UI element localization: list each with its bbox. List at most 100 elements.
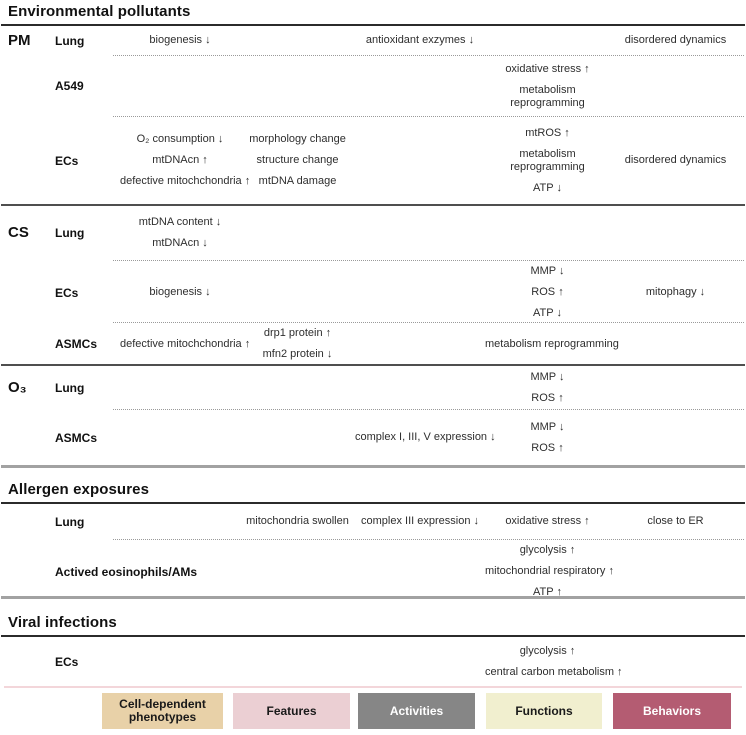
entry-text: ATP ↑ xyxy=(533,586,562,598)
entry-text: complex I, III, V expression ↓ xyxy=(355,431,496,443)
entry-text: close to ER xyxy=(647,515,704,527)
section-end-divider xyxy=(1,596,745,599)
table-row-viral-ecs: ECs glycolysis ↑ central carbon metaboli… xyxy=(0,637,746,686)
functions-cell: glycolysis ↑ mitochondrial respiratory ↑… xyxy=(485,540,614,603)
table-row-allergen-eosinophils: Actived eosinophils/AMs glycolysis ↑ mit… xyxy=(0,540,746,598)
legend-label: Behaviors xyxy=(642,703,702,718)
functions-cell: mtROS ↑ metabolism reprogramming ATP ↓ xyxy=(485,123,610,199)
legend-box-behaviors: Behaviors xyxy=(613,693,731,729)
cell-label: Actived eosinophils/AMs xyxy=(55,564,198,579)
table-row-pm-ecs: ECs O₂ consumption ↓ mtDNAcn ↑ defective… xyxy=(0,117,746,204)
cell-label: ASMCs xyxy=(55,430,98,445)
phenotypes-cell: biogenesis ↓ xyxy=(120,282,240,303)
legend-label: Cell-dependent phenotypes xyxy=(119,697,206,724)
legend-label: Activities xyxy=(389,703,444,718)
entry-text: metabolism reprogramming xyxy=(510,83,585,109)
pollutant-label-cs: CS xyxy=(8,224,29,241)
cell-label: Lung xyxy=(55,226,85,240)
functions-cell: glycolysis ↑ central carbon metabolism ↑ xyxy=(485,641,623,683)
column-legend: Cell-dependent phenotypes Features Activ… xyxy=(0,693,746,729)
entry-text: mtDNA damage xyxy=(258,175,337,187)
entry-text: MMP ↓ xyxy=(530,420,565,433)
entry-text: mitochondrial respiratory ↑ xyxy=(485,565,614,577)
entry-text: ATP ↓ xyxy=(533,181,562,194)
entry-text: disordered dynamics xyxy=(624,34,727,46)
title-divider xyxy=(1,24,745,26)
group-divider xyxy=(1,204,745,206)
entry-text: oxidative stress ↑ xyxy=(505,62,590,75)
functions-cell: oxidative stress ↑ metabolism reprogramm… xyxy=(485,59,610,114)
section-end-divider-pink xyxy=(4,686,742,688)
functions-cell: MMP ↓ ROS ↑ xyxy=(485,367,610,409)
phenotypes-cell: defective mitochchondria ↑ xyxy=(120,334,250,355)
section-title-allergen-exposures: Allergen exposures xyxy=(8,481,150,498)
entry-text: MMP ↓ xyxy=(530,370,565,383)
table-row-cs-ecs: ECs biogenesis ↓ MMP ↓ ROS ↑ ATP ↓ mitop… xyxy=(0,261,746,322)
legend-label: Features xyxy=(266,703,317,718)
cell-label: ECs xyxy=(55,153,79,168)
entry-text: central carbon metabolism ↑ xyxy=(485,665,623,678)
table-row-cs-lung: CS Lung mtDNA content ↓ mtDNAcn ↓ xyxy=(0,206,746,260)
phenotypes-cell: mtDNA content ↓ mtDNAcn ↓ xyxy=(120,212,240,254)
cell-label: Lung xyxy=(55,514,85,529)
cell-label: Lung xyxy=(55,33,85,48)
behaviors-cell: disordered dynamics xyxy=(610,150,741,171)
legend-box-cell-dependent-phenotypes: Cell-dependent phenotypes xyxy=(102,693,223,729)
table-row-o3-asmcs: ASMCs complex I, III, V expression ↓ MMP… xyxy=(0,410,746,465)
cell-label: ECs xyxy=(55,285,79,300)
pollutant-label-o3: O₃ xyxy=(8,378,27,396)
entry-text: ATP ↓ xyxy=(533,307,562,319)
entry-text: ROS ↑ xyxy=(531,441,564,454)
entry-text: biogenesis ↓ xyxy=(149,34,211,46)
entry-text: ROS ↑ xyxy=(531,286,564,298)
entry-text: antioxidant exzymes ↓ xyxy=(365,34,475,46)
cell-label: ECs xyxy=(55,654,79,669)
pollutant-label-pm: PM xyxy=(8,31,31,49)
row-divider xyxy=(113,260,744,261)
features-cell: drp1 protein ↑ mfn2 protein ↓ xyxy=(240,323,355,365)
functions-cell: metabolism reprogramming xyxy=(485,334,619,355)
activities-cell: complex I, III, V expression ↓ xyxy=(355,427,496,448)
functions-cell: oxidative stress ↑ xyxy=(485,511,610,532)
entry-text: mtDNA content ↓ xyxy=(138,216,222,228)
legend-label: Functions xyxy=(515,703,573,718)
cell-label: Lung xyxy=(55,380,85,395)
table-row-pm-lung: PM Lung biogenesis ↓ antioxidant exzymes… xyxy=(0,26,746,55)
activities-cell: complex III expression ↓ xyxy=(355,511,485,532)
table-row-cs-asmcs: ASMCs defective mitochchondria ↑ drp1 pr… xyxy=(0,323,746,364)
activities-cell: antioxidant exzymes ↓ xyxy=(355,30,485,51)
row-divider xyxy=(113,409,744,410)
cell-label: ASMCs xyxy=(55,337,98,351)
row-divider xyxy=(113,116,744,117)
row-divider xyxy=(113,539,744,540)
table-row-o3-lung: O₃ Lung MMP ↓ ROS ↑ xyxy=(0,366,746,409)
phenotypes-cell: O₂ consumption ↓ mtDNAcn ↑ defective mit… xyxy=(120,129,251,192)
entry-text: defective mitochchondria ↑ xyxy=(120,175,251,187)
row-divider xyxy=(113,55,744,56)
entry-text: drp1 protein ↑ xyxy=(263,327,332,339)
table-row-allergen-lung: Lung mitochondria swollen complex III ex… xyxy=(0,504,746,539)
legend-box-features: Features xyxy=(233,693,350,729)
entry-text: morphology change xyxy=(249,133,346,145)
functions-cell: MMP ↓ ROS ↑ ATP ↓ xyxy=(485,261,610,324)
behaviors-cell: close to ER xyxy=(610,511,741,532)
section-title-viral-infections: Viral infections xyxy=(8,614,117,631)
entry-text: ROS ↑ xyxy=(531,391,564,404)
entry-text: mtDNAcn ↑ xyxy=(152,154,208,166)
table-row-pm-a549: A549 oxidative stress ↑ metabolism repro… xyxy=(0,56,746,116)
entry-text: mfn2 protein ↓ xyxy=(262,348,333,360)
entry-text: complex III expression ↓ xyxy=(361,515,479,527)
cell-label: A549 xyxy=(55,79,84,93)
entry-text: oxidative stress ↑ xyxy=(505,515,590,527)
functions-cell: MMP ↓ ROS ↑ xyxy=(485,417,610,459)
entry-text: biogenesis ↓ xyxy=(149,286,211,298)
entry-text: metabolism reprogramming xyxy=(485,337,619,350)
group-divider xyxy=(1,364,745,366)
entry-text: MMP ↓ xyxy=(530,265,565,277)
entry-text: mitochondria swollen xyxy=(246,515,349,527)
legend-box-activities: Activities xyxy=(358,693,475,729)
entry-text: glycolysis ↑ xyxy=(519,644,576,657)
title-divider xyxy=(1,635,745,637)
section-title-environmental-pollutants: Environmental pollutants xyxy=(8,3,191,20)
entry-text: metabolism reprogramming xyxy=(510,147,585,173)
